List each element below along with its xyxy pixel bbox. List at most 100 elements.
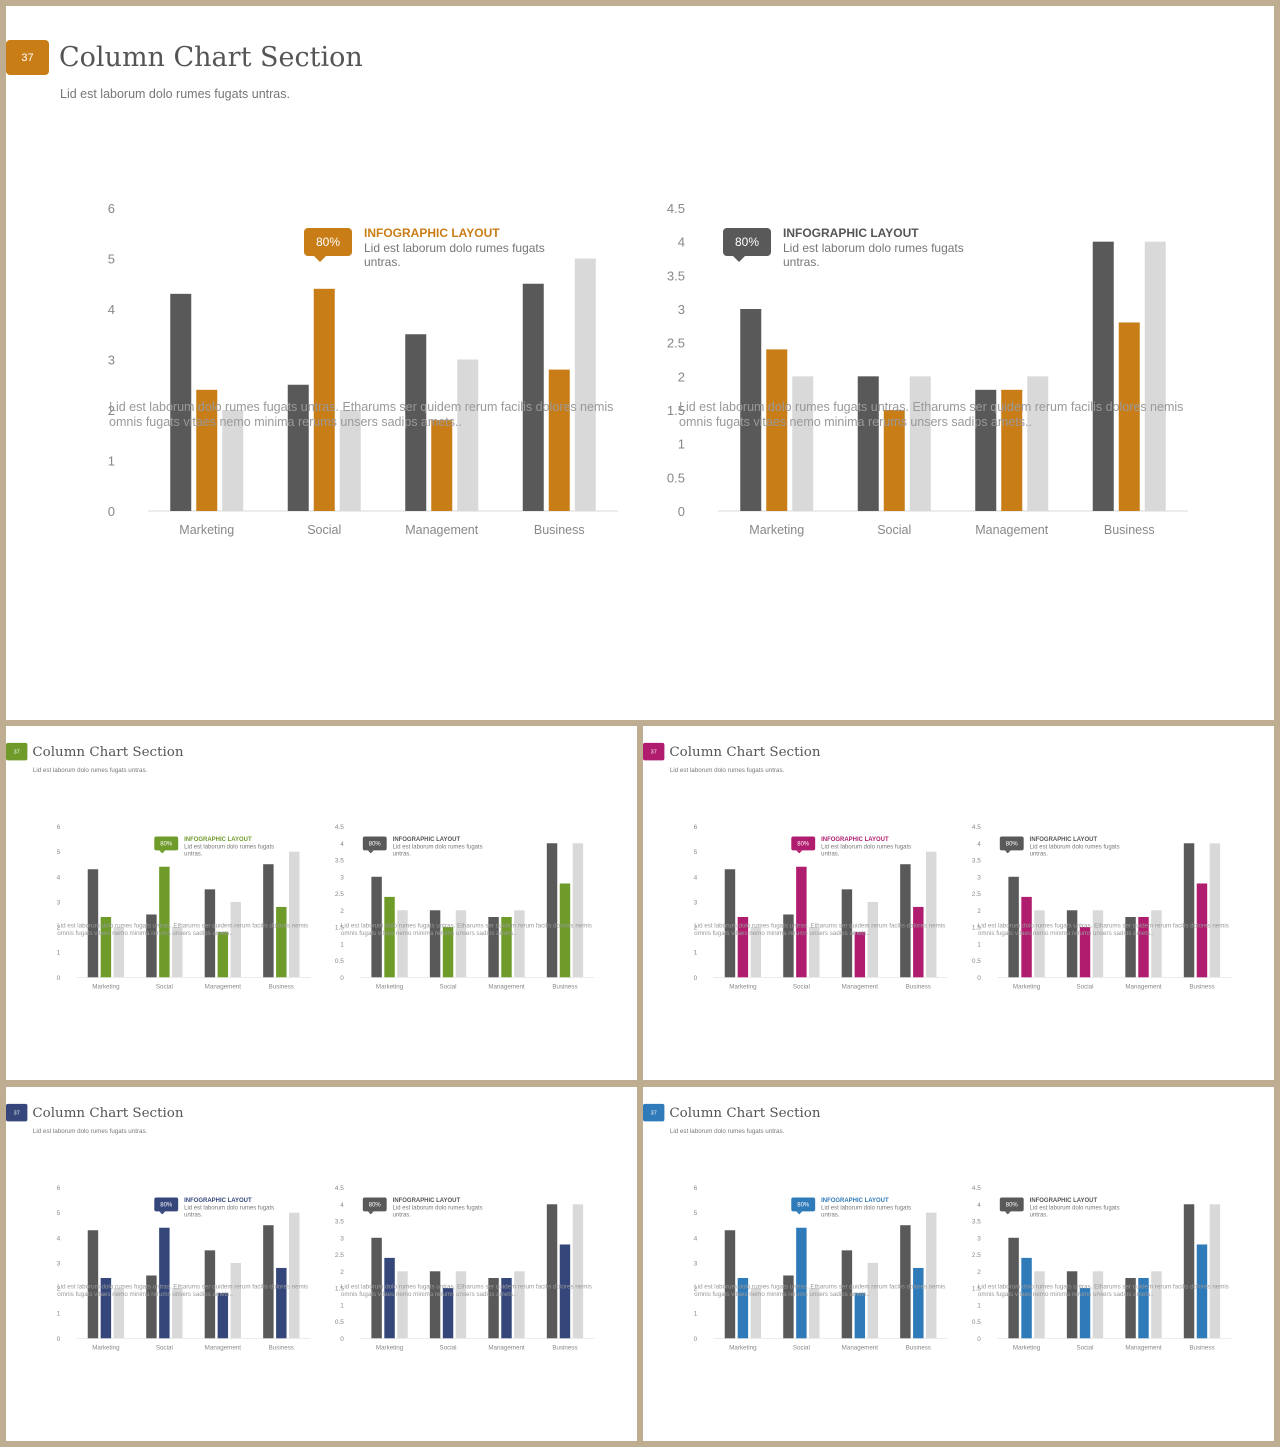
y-tick-label: 4 [694, 1235, 698, 1242]
chart-svg-left: 0 1 2 3 4 5 6 Marketing Social Management Business [57, 824, 311, 991]
bar [455, 910, 467, 978]
callout-left: 80% INFOGRAPHIC LAYOUT Lid est laborum d… [791, 1196, 935, 1226]
bar [146, 1275, 157, 1339]
callout-text: Lid est laborum dolo rumes fugats untras… [392, 1203, 483, 1218]
x-category-label: Marketing [1013, 984, 1041, 991]
bar [1066, 1271, 1078, 1339]
bar [1138, 1277, 1149, 1339]
chart-svg-left: 0 1 2 3 4 5 6 Marketing Social Management Business [57, 1185, 311, 1352]
y-tick-label: 2 [57, 925, 61, 932]
y-tick-label: 4.5 [972, 824, 981, 831]
bar [913, 1267, 924, 1339]
x-category-label: Management [205, 984, 242, 991]
bar [841, 889, 853, 978]
x-category-label: Management [1125, 1345, 1162, 1352]
chart-svg-left: 0 1 2 3 4 5 6 Marketing Social Management Business [694, 1185, 948, 1352]
bar [514, 910, 525, 978]
bar [87, 1230, 99, 1339]
callout-text: Lid est laborum dolo rumes fugats untras… [364, 241, 545, 269]
y-tick-label: 1 [340, 941, 344, 948]
y-tick-label: 6 [694, 1185, 698, 1192]
bar [1125, 1277, 1136, 1339]
y-tick-label: 1 [57, 950, 61, 957]
y-tick-label: 5 [108, 252, 115, 267]
bar [867, 901, 879, 978]
y-tick-label: 6 [108, 201, 115, 216]
y-tick-label: 4 [977, 841, 981, 848]
callout-badge: 80% [362, 836, 387, 854]
y-tick-label: 5 [57, 1210, 61, 1217]
slide-title: Column Chart Section [669, 743, 821, 760]
x-category-label: Business [1189, 984, 1214, 991]
y-tick-label: 4 [57, 874, 61, 881]
y-tick-label: 4 [977, 1202, 981, 1209]
y-tick-label: 0 [340, 1336, 344, 1343]
chart-svg-left: 0 1 2 3 4 5 6 Marketing Social Management Business [694, 824, 948, 991]
callout-badge: 80% [723, 228, 771, 262]
bar [1008, 1237, 1019, 1339]
y-tick-label: 4 [340, 1202, 344, 1209]
slide-subtitle: Lid est laborum dolo rumes fugats untras… [669, 766, 785, 774]
y-tick-label: 1 [694, 950, 698, 957]
chart-description-right: Lid est laborum dolo rumes fugats untras… [977, 922, 1229, 937]
y-tick-label: 4 [678, 235, 685, 250]
bar [913, 906, 924, 978]
x-category-label: Social [156, 984, 173, 991]
bar [514, 1271, 525, 1339]
y-tick-label: 3.5 [972, 1219, 981, 1226]
y-tick-label: 6 [694, 824, 698, 831]
callout-right: 80% INFOGRAPHIC LAYOUT Lid est laborum d… [999, 1196, 1144, 1226]
bar [1196, 883, 1208, 978]
slide-number-badge: 37 [6, 1103, 28, 1122]
bar [263, 864, 274, 978]
callout-badge: 80% [154, 1197, 179, 1215]
bar [172, 927, 183, 978]
bar [1183, 843, 1195, 978]
bar [724, 1230, 736, 1339]
slide-title: Column Chart Section [32, 743, 184, 760]
y-tick-label: 4 [57, 1235, 61, 1242]
bar [1196, 1244, 1208, 1339]
slide-number-badge: 37 [6, 742, 28, 761]
y-tick-label: 1 [57, 1311, 61, 1318]
y-tick-label: 2 [694, 925, 698, 932]
bar [841, 1250, 853, 1339]
bar [1183, 1204, 1195, 1339]
x-category-label: Business [906, 1345, 931, 1352]
bar [724, 869, 736, 978]
bar [100, 916, 112, 978]
chart-svg-right: 0 0.5 1 1.5 2 2.5 3 3.5 4 4.5 Marketing Social Manag… [972, 1185, 1232, 1352]
callout-badge: 80% [791, 1197, 816, 1215]
column-chart-right: 0 0.5 1 1.5 2 2.5 3 3.5 4 4.5 Marketing Social Manag… [957, 816, 1236, 995]
y-tick-label: 2 [977, 908, 981, 915]
callout-title: INFOGRAPHIC LAYOUT [364, 226, 500, 240]
column-chart-left: 0 1 2 3 4 5 6 Marketing Social Management Business… [673, 816, 952, 995]
callout-badge: 80% [304, 228, 352, 262]
x-category-label: Marketing [92, 1345, 120, 1352]
callout-title: INFOGRAPHIC LAYOUT [1029, 835, 1098, 843]
bar [87, 869, 99, 978]
x-category-label: Business [269, 1345, 294, 1352]
bar [796, 1227, 807, 1339]
slide-blue: 37 Column Chart Section Lid est laborum … [643, 1087, 1274, 1441]
y-tick-label: 4 [340, 841, 344, 848]
y-tick-label: 4.5 [667, 201, 685, 216]
y-tick-label: 3.5 [335, 858, 344, 865]
callout-text: Lid est laborum dolo rumes fugats untras… [821, 1203, 912, 1218]
column-chart-left: 0 1 2 3 4 5 6 Marketing Social Management Business… [36, 816, 315, 995]
bar [750, 1288, 762, 1339]
slide-subtitle: Lid est laborum dolo rumes fugats untras… [669, 1127, 785, 1135]
y-tick-label: 1.5 [335, 1286, 344, 1293]
y-tick-label: 3 [57, 899, 61, 906]
y-tick-label: 1 [678, 437, 685, 452]
slide-subtitle: Lid est laborum dolo rumes fugats untras… [32, 766, 148, 774]
y-tick-label: 1.5 [667, 403, 685, 418]
y-tick-label: 1.5 [335, 925, 344, 932]
slide-title: Column Chart Section [59, 42, 363, 73]
callout-left: 80% INFOGRAPHIC LAYOUT Lid est laborum d… [154, 835, 298, 865]
bar [909, 376, 931, 511]
y-tick-label: 3 [977, 1235, 981, 1242]
callout-title: INFOGRAPHIC LAYOUT [821, 1196, 889, 1204]
y-tick-label: 2.5 [972, 1252, 981, 1259]
y-tick-label: 1 [977, 941, 981, 948]
